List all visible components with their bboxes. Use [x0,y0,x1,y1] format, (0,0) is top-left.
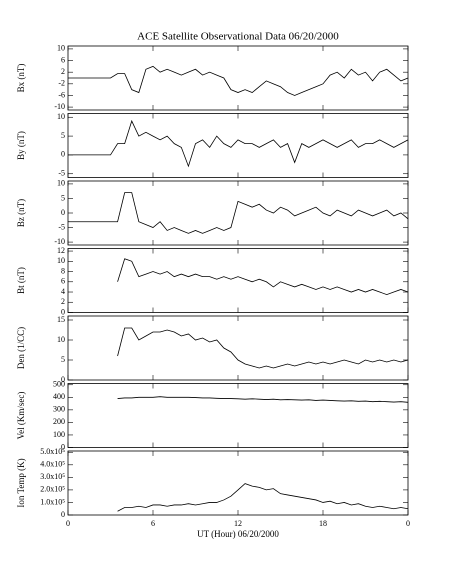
y-tick-label: 0 [61,375,65,384]
y-tick-label: -5 [58,222,65,231]
data-line [117,483,409,512]
panel-frame [67,383,409,448]
y-tick-label: 400 [53,392,65,401]
y-tick-label: -6 [58,90,65,99]
y-tick-label: 12 [57,246,65,255]
y-tick-label: -2 [58,79,65,88]
x-tick-label: 12 [234,519,242,528]
y-tick-label: 5 [61,131,65,140]
y-tick-label: 0 [61,150,65,159]
y-tick-label: 10 [57,44,65,53]
chart-title: ACE Satellite Observational Data 06/20/2… [137,31,339,43]
panel-frame [67,450,409,516]
data-line [117,258,409,296]
y-tick-label: 500 [53,380,65,389]
y-tick-label: 2 [61,297,65,306]
x-tick-label: 18 [319,519,327,528]
y-tick-label: 200 [53,417,65,426]
y-tick-label: 4 [61,287,65,296]
y-tick-label: 0 [61,510,65,519]
y-tick-label: 10 [57,112,65,121]
y-tick-label: 5 [61,355,65,364]
y-axis-label: Bz (nT) [16,199,26,227]
y-tick-label: 1.0x10⁵ [40,497,65,506]
y-axis-label: Bt (nT) [16,267,26,294]
y-tick-label: -10 [54,102,65,111]
y-axis-label: By (nT) [16,131,26,160]
y-tick-label: 10 [57,256,65,265]
x-axis-label: UT (Hour) 06/20/2000 [197,529,279,539]
x-tick-label: 6 [151,519,155,528]
y-tick-label: 2 [61,67,65,76]
data-line [68,65,409,96]
y-tick-label: -5 [58,169,65,178]
y-tick-label: 6 [61,55,65,64]
panel-frame [67,315,409,381]
panel-frame [67,248,409,313]
data-line [117,327,409,369]
y-tick-label: 3.0x10⁵ [40,472,65,481]
y-tick-label: 100 [53,430,65,439]
x-tick-label: 0 [66,519,70,528]
y-axis-label: Bx (nT) [16,64,26,93]
y-tick-label: 0 [61,307,65,316]
y-tick-label: -10 [54,237,65,246]
y-axis-label: Den (1/CC) [16,327,26,369]
data-line [68,192,409,234]
data-line [117,396,409,403]
panel-frame [67,180,409,246]
y-tick-label: 10 [57,335,65,344]
y-tick-label: 6 [61,277,65,286]
panel-frame [67,45,409,111]
y-axis-label: Ion Temp (K) [16,458,26,507]
y-tick-label: 8 [61,266,65,275]
y-tick-label: 2.0x10⁵ [40,485,65,494]
data-line [68,119,409,168]
y-tick-label: 0 [61,442,65,451]
y-tick-label: 5.0x10⁵ [40,447,65,456]
y-tick-label: 5 [61,193,65,202]
y-tick-label: 4.0x10⁵ [40,460,65,469]
y-tick-label: 15 [57,315,65,324]
y-tick-label: 10 [57,179,65,188]
y-tick-label: 300 [53,405,65,414]
x-tick-label: 0 [406,519,410,528]
y-tick-label: 0 [61,208,65,217]
y-axis-label: Vel (Km/sec) [16,392,26,440]
